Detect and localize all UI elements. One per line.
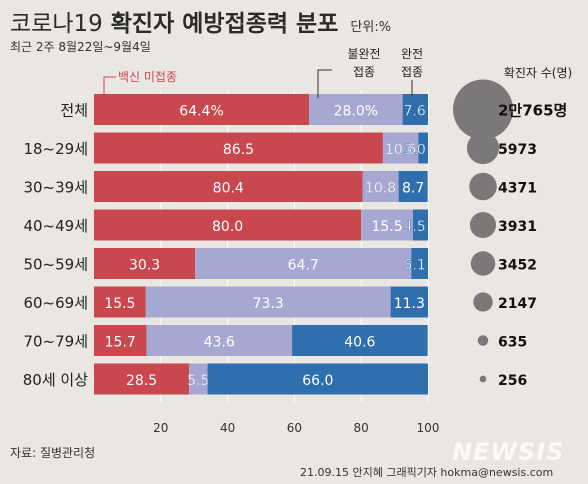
category-label: 30~39세 (23, 179, 88, 197)
bar-segment (390, 286, 428, 318)
bubble-marker (469, 211, 497, 239)
watermark-logo: NEWSIS (452, 438, 565, 466)
callout-partial-line2: 접종 (353, 65, 375, 79)
callout-line-partial (317, 69, 332, 98)
source-note: 자료: 질병관리청 (10, 446, 96, 460)
data-label: 11.3 (394, 296, 425, 312)
bubble-marker (469, 172, 497, 201)
title-part2: 확진자 예방접종력 분포 (110, 11, 339, 37)
data-label: 7.6 (404, 104, 426, 120)
category-label: 40~49세 (23, 217, 88, 235)
data-label: 64.7 (288, 258, 319, 274)
bar-segment (207, 363, 428, 395)
bar-segment (362, 171, 399, 202)
data-label: 8.7 (402, 181, 424, 197)
bar-segment (189, 363, 208, 395)
data-label: 5.1 (404, 258, 426, 274)
title-part1: 코로나19 (10, 11, 103, 37)
bar-segment (145, 286, 391, 318)
data-label: 28.5 (126, 373, 157, 389)
data-label: 15.5 (371, 219, 402, 235)
category-label: 70~79세 (23, 333, 88, 351)
bar-segment (94, 325, 147, 356)
bubble-value-label: 3452 (498, 258, 537, 274)
bar-segment (94, 209, 362, 241)
bar-segment (398, 171, 428, 202)
credit-line: 21.09.15 안지혜 그래픽기자 hokma@newsis.com (300, 466, 554, 479)
x-tick-label: 40 (220, 421, 235, 435)
bar-segment (292, 325, 428, 356)
bar-segment (412, 209, 428, 241)
bubble-marker (479, 375, 487, 383)
data-label: 40.6 (344, 335, 375, 351)
bar-segment (94, 286, 146, 318)
x-tick-label: 100 (417, 421, 440, 435)
bubble-value-label: 635 (498, 335, 527, 351)
x-tick-label: 80 (354, 421, 369, 435)
bubble-value-label: 3931 (498, 219, 537, 235)
bubble-value-label: 4371 (498, 181, 537, 197)
data-label: 43.6 (204, 335, 235, 351)
bubble-marker (470, 251, 496, 276)
category-label: 전체 (60, 102, 88, 120)
bubble-marker (473, 292, 493, 312)
category-label: 18~29세 (23, 140, 88, 158)
data-label: 86.5 (223, 142, 254, 158)
bubble-marker (466, 131, 500, 165)
bubble-legend-title: 확진자 수(명) (504, 66, 572, 80)
chart-subtitle: 최근 2주 8월22일~9월4일 (10, 40, 151, 54)
bar-segment (94, 132, 383, 164)
bar-segment (402, 94, 428, 125)
data-label: 80.0 (212, 219, 243, 235)
bubble-value-label: 5973 (498, 142, 537, 158)
bubble-value-label: 2만765명 (498, 102, 567, 120)
data-label: 64.4% (179, 104, 223, 120)
data-label: 80.4 (213, 181, 244, 197)
data-label: 28.0% (334, 104, 378, 120)
data-label: 10.8 (365, 181, 396, 197)
bar-segment (195, 248, 412, 279)
callout-line-unvaccinated (103, 76, 116, 96)
data-label: 15.7 (105, 335, 136, 351)
data-label: 4.5 (404, 219, 426, 235)
callout-full-line2: 접종 (401, 65, 423, 79)
bar-segment (309, 94, 403, 125)
bubble-value-label: 256 (498, 373, 527, 389)
callout-partial-line1: 불완전 (347, 47, 380, 61)
bar-segment (146, 325, 293, 356)
unit-label: 단위:% (350, 20, 392, 35)
data-label: 66.0 (302, 373, 333, 389)
bar-segment (94, 171, 363, 202)
bubble-marker (477, 335, 489, 346)
bar-segment (382, 132, 419, 164)
data-label: 5.5 (187, 373, 209, 389)
data-label: 30.3 (129, 258, 160, 274)
data-label: 10.6 (385, 142, 416, 158)
data-label: 3.0 (404, 142, 426, 158)
x-tick-label: 20 (153, 421, 168, 435)
category-label: 60~69세 (23, 294, 88, 312)
x-tick-label: 60 (287, 421, 302, 435)
bar-segment (94, 248, 196, 279)
chart-title: 코로나19 확진자 예방접종력 분포 단위:% (10, 4, 391, 38)
category-label: 80세 이상 (23, 371, 88, 389)
bubble-value-label: 2147 (498, 296, 537, 312)
callout-unvaccinated: 백신 미접종 (118, 70, 177, 84)
bar-segment (361, 209, 413, 241)
bubble-marker (453, 79, 513, 140)
bar-segment (418, 132, 428, 164)
category-label: 50~59세 (23, 256, 88, 274)
bar-segment (411, 248, 428, 279)
bar-segment (94, 94, 310, 125)
bar-segment (94, 363, 190, 395)
data-label: 15.5 (104, 296, 135, 312)
callout-full-line1: 완전 (401, 47, 423, 61)
data-label: 73.3 (253, 296, 284, 312)
